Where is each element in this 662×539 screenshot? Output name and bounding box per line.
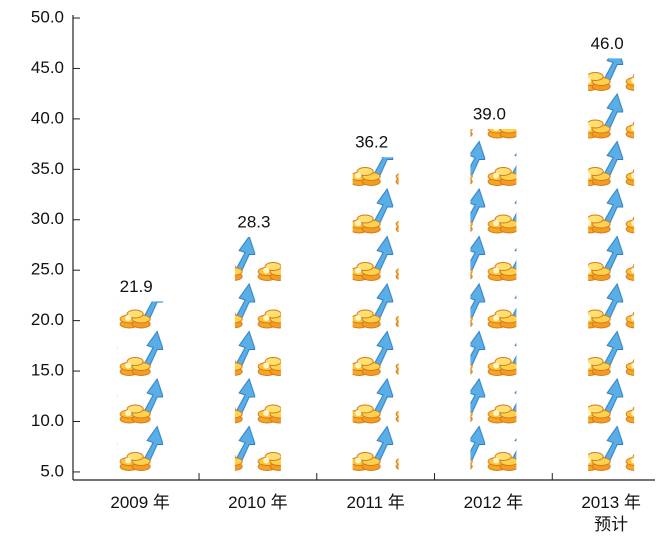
x-tick-label: 2011 年: [346, 493, 405, 512]
value-label: 28.3: [237, 212, 270, 231]
x-tick-label: 2013 年 预计: [581, 493, 641, 534]
value-label: 46.0: [591, 34, 624, 53]
pictograph-bar: [352, 157, 399, 472]
value-label: 36.2: [355, 133, 388, 152]
y-tick-label: 30.0: [31, 209, 64, 228]
pictograph-bar: [234, 236, 281, 472]
pictograph-bar: [470, 128, 517, 473]
x-tick-label: 2012 年: [463, 493, 524, 512]
y-tick-label: 40.0: [31, 108, 64, 127]
y-tick-label: 20.0: [31, 310, 64, 329]
y-tick-label: 5.0: [40, 461, 64, 480]
y-tick-label: 50.0: [31, 8, 64, 27]
value-label: 39.0: [473, 104, 506, 123]
pictograph-bar: [117, 301, 164, 472]
x-tick-label: 2010 年: [228, 493, 288, 512]
y-tick-label: 10.0: [31, 411, 64, 430]
y-tick-label: 15.0: [31, 361, 64, 380]
x-tick-label: 2009 年: [110, 493, 170, 512]
pictograph-bar: [588, 58, 635, 472]
y-tick-label: 45.0: [31, 58, 64, 77]
value-label: 21.9: [120, 277, 153, 296]
y-tick-label: 25.0: [31, 260, 64, 279]
y-tick-label: 35.0: [31, 159, 64, 178]
